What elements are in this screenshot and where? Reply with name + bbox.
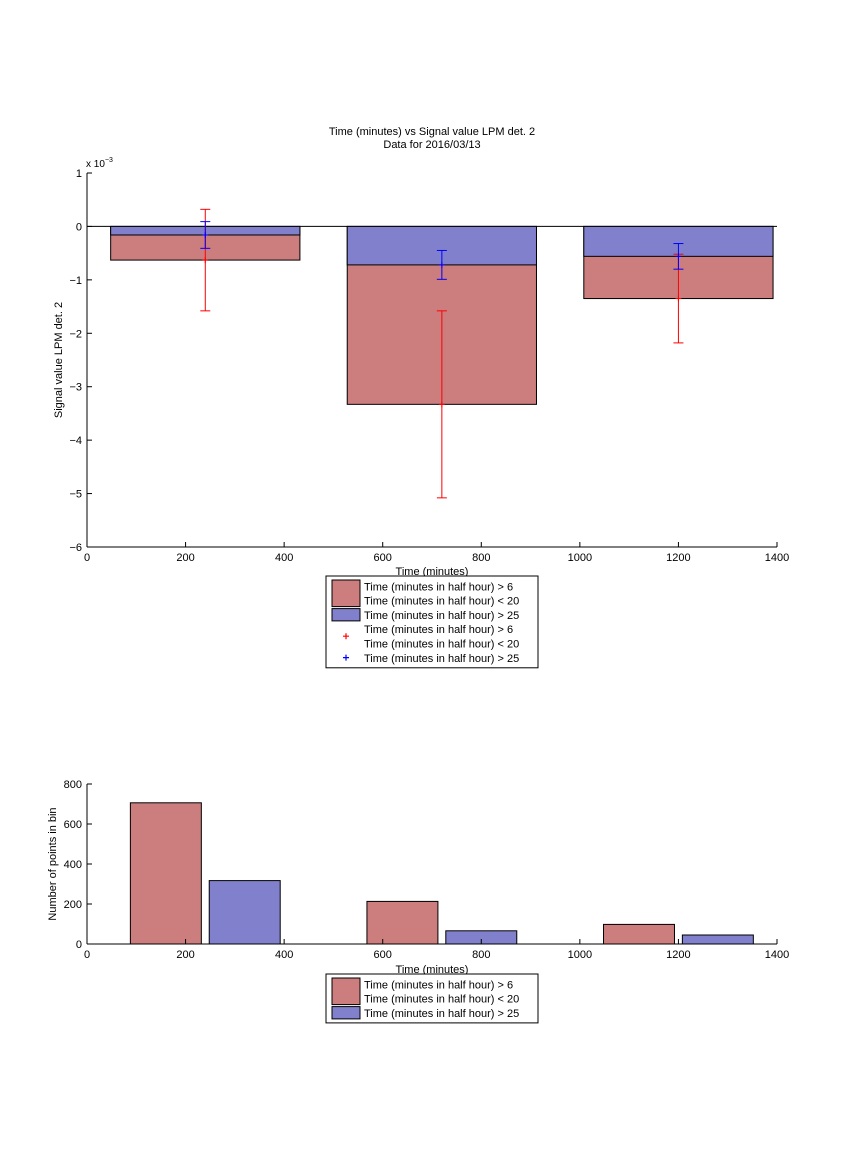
count-chart: 0 200 400 600 800 1000 1200 1400 0 200 400 600 800 T… <box>47 779 790 1024</box>
chart2-bar <box>366 900 439 945</box>
chart1-legend-label: Time (minutes in half hour) < 20 <box>364 639 519 651</box>
chart1-legend-label: Time (minutes in half hour) < 20 <box>364 596 519 608</box>
chart1-mean-marker <box>202 257 209 264</box>
chart1-y-tick-label: −2 <box>69 328 82 340</box>
chart2-axes: 0 200 400 600 800 1000 1200 1400 0 200 400 600 800 <box>64 779 790 961</box>
chart1-mean-marker <box>675 253 682 260</box>
chart1-legend-label: Time (minutes in half hour) > 25 <box>364 653 519 665</box>
chart1-x-tick-label: 1200 <box>666 552 690 564</box>
chart1-legend-marker <box>343 633 349 640</box>
chart2-x-tick-label: 1400 <box>765 949 789 961</box>
chart2-bar <box>208 880 281 945</box>
chart1-x-tick-label: 400 <box>275 552 293 564</box>
chart2-x-axis-label: Time (minutes) <box>396 964 469 976</box>
chart1-x-axis-label: Time (minutes) <box>396 566 469 578</box>
chart1-mean-marker <box>438 261 445 268</box>
chart1-scale-power: −3 <box>105 157 113 164</box>
chart1-y-tick-label: −5 <box>69 489 82 501</box>
chart1-legend-label: Time (minutes in half hour) > 6 <box>364 624 513 636</box>
chart2-y-tick-label: 400 <box>64 859 82 871</box>
chart1-legend-swatch <box>331 608 361 622</box>
chart1-legend: Time (minutes in half hour) > 6 Time (min… <box>325 575 539 669</box>
chart1-legend-label: Time (minutes in half hour) > 6 <box>364 581 513 593</box>
chart1-x-tick-label: 1000 <box>568 552 592 564</box>
chart1-mean-marker <box>438 401 445 408</box>
chart1-y-tick-label: −4 <box>69 435 82 447</box>
chart1-error-bars <box>200 208 684 499</box>
chart1-y-tick-label: −6 <box>69 542 82 554</box>
chart1-legend-box <box>325 575 539 669</box>
chart1-mean-marker <box>202 231 209 238</box>
chart1-y-tick-label: 1 <box>76 168 82 180</box>
signal-chart: Time (minutes) vs Signal value LPM det. … <box>53 126 789 669</box>
chart2-x-tick-label: 800 <box>472 949 490 961</box>
chart2-legend-label: Time (minutes in half hour) < 20 <box>364 994 519 1006</box>
chart1-legend-swatch <box>331 579 361 608</box>
chart1-x-tick-label: 200 <box>176 552 194 564</box>
chart1-x-tick-label: 600 <box>374 552 392 564</box>
chart2-y-tick-label: 0 <box>76 939 82 951</box>
chart2-bar <box>129 802 202 945</box>
chart2-legend-label: Time (minutes in half hour) > 25 <box>364 1008 519 1020</box>
chart2-x-tick-label: 200 <box>176 949 194 961</box>
chart1-x-tick-label: 0 <box>84 552 90 564</box>
chart1-x-tick-label: 1400 <box>765 552 789 564</box>
chart2-x-tick-label: 0 <box>84 949 90 961</box>
chart2-bar <box>681 934 754 945</box>
chart2-x-tick-label: 400 <box>275 949 293 961</box>
chart1-x-tick-label: 800 <box>472 552 490 564</box>
chart1-scale-exponent: x 10−3 <box>86 157 113 170</box>
chart2-legend: Time (minutes in half hour) > 6 Time (min… <box>325 973 539 1024</box>
chart2-x-tick-label: 600 <box>374 949 392 961</box>
chart2-legend-box <box>325 973 539 1024</box>
chart2-y-tick-label: 600 <box>64 819 82 831</box>
chart1-y-tick-label: −1 <box>69 275 82 287</box>
chart2-legend-swatch <box>331 977 361 1006</box>
chart1-subtitle: Data for 2016/03/13 <box>383 139 480 151</box>
chart2-bars <box>129 802 754 945</box>
chart2-legend-swatch <box>331 1006 361 1020</box>
chart2-y-tick-label: 200 <box>64 899 82 911</box>
chart2-x-tick-label: 1200 <box>666 949 690 961</box>
chart1-legend-label: Time (minutes in half hour) > 25 <box>364 610 519 622</box>
chart1-scale-base: x 10 <box>86 159 105 170</box>
chart2-bar <box>603 923 675 945</box>
chart1-mean-marker <box>675 295 682 302</box>
chart1-axes: 0 200 400 600 800 1000 1200 1400 −6 −5 −4 −3 −2 −1 0 1 <box>69 168 789 564</box>
chart2-x-tick-label: 1000 <box>568 949 592 961</box>
chart2-y-tick-label: 800 <box>64 779 82 791</box>
chart1-legend-marker <box>343 654 349 661</box>
chart2-legend-label: Time (minutes in half hour) > 6 <box>364 979 513 991</box>
chart1-y-tick-label: −3 <box>69 382 82 394</box>
chart2-y-axis-label: Number of points in bin <box>47 807 59 920</box>
chart1-y-tick-label: 0 <box>76 221 82 233</box>
chart1-title: Time (minutes) vs Signal value LPM det. … <box>329 126 535 138</box>
chart1-y-axis-label: Signal value LPM det. 2 <box>53 302 65 418</box>
